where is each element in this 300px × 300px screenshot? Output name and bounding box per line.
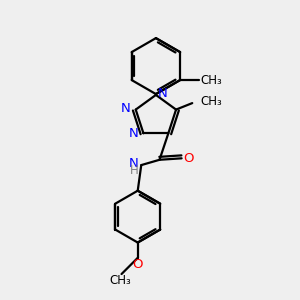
Text: O: O: [133, 258, 143, 271]
Text: N: N: [129, 128, 138, 140]
Text: CH₃: CH₃: [200, 95, 222, 108]
Text: O: O: [183, 152, 193, 165]
Text: CH₃: CH₃: [109, 274, 131, 287]
Text: H: H: [130, 164, 139, 177]
Text: N: N: [129, 157, 139, 170]
Text: N: N: [158, 87, 167, 100]
Text: CH₃: CH₃: [200, 74, 222, 87]
Text: N: N: [121, 102, 131, 115]
